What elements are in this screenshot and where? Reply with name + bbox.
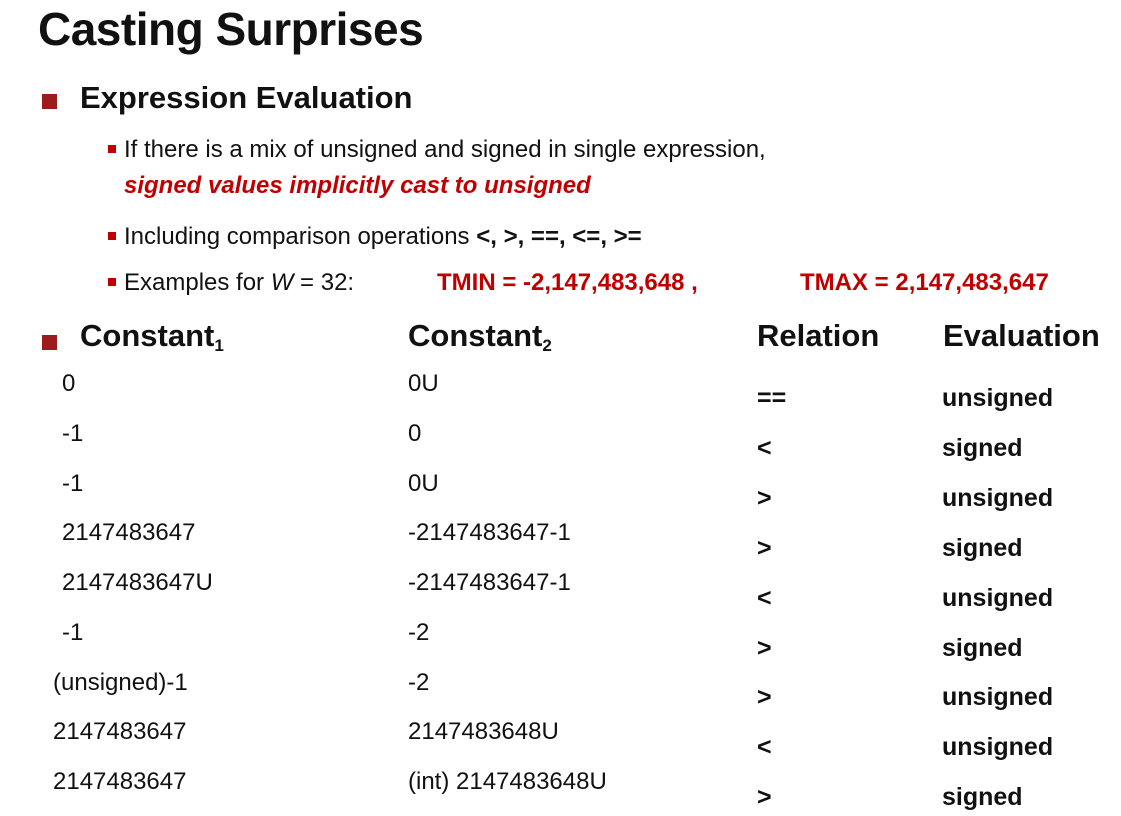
constant1-cell: 2147483647 bbox=[53, 768, 187, 795]
constant1-cell: (unsigned)-1 bbox=[53, 669, 188, 696]
header-evaluation: Evaluation bbox=[943, 318, 1100, 353]
bullet-expression-evaluation: Expression Evaluation bbox=[80, 80, 413, 115]
sub-bullet-icon bbox=[108, 145, 116, 153]
examples-var: W bbox=[270, 269, 294, 296]
evaluation-cell: unsigned bbox=[942, 384, 1054, 412]
constant2-cell: -2147483647-1 bbox=[408, 569, 571, 596]
comparison-ops: <, >, ==, <=, >= bbox=[476, 223, 642, 250]
header-constant2: Constant2 bbox=[408, 318, 552, 356]
header-constant2-label: Constant bbox=[408, 318, 543, 353]
constant1-cell: 2147483647U bbox=[62, 569, 213, 596]
constant1-cell: 0 bbox=[62, 370, 76, 397]
constant2-cell: -2 bbox=[408, 669, 430, 696]
constant2-cell: 0U bbox=[408, 470, 439, 497]
constant1-cell: -1 bbox=[62, 420, 84, 447]
comparison-prefix: Including comparison operations bbox=[124, 223, 477, 250]
relation-cell: > bbox=[757, 683, 772, 711]
constant2-cell: 2147483648U bbox=[408, 718, 559, 745]
constant1-cell: -1 bbox=[62, 470, 84, 497]
sub-bullet-icon bbox=[108, 278, 116, 286]
header-constant2-sub: 2 bbox=[542, 336, 552, 355]
evaluation-cell: signed bbox=[942, 634, 1023, 662]
examples-prefix: Examples for bbox=[124, 269, 271, 296]
relation-cell: < bbox=[757, 733, 772, 761]
header-constant1: Constant1 bbox=[80, 318, 224, 356]
sub-bullet-cast-emphasis: signed values implicitly cast to unsigne… bbox=[124, 172, 591, 199]
constant1-cell: 2147483647 bbox=[53, 718, 187, 745]
slide-title: Casting Surprises bbox=[38, 3, 424, 55]
bullet-square-icon bbox=[42, 335, 57, 350]
sub-bullet-icon bbox=[108, 232, 116, 240]
evaluation-cell: signed bbox=[942, 434, 1023, 462]
sub-bullet-comparison: Including comparison operations <, >, ==… bbox=[124, 223, 642, 251]
bullet-square-icon bbox=[42, 94, 57, 109]
constant2-cell: -2147483647-1 bbox=[408, 519, 571, 546]
relation-cell: > bbox=[757, 783, 772, 811]
constant1-cell: -1 bbox=[62, 619, 84, 646]
constant2-cell: (int) 2147483648U bbox=[408, 768, 607, 795]
constant1-cell: 2147483647 bbox=[62, 519, 196, 546]
relation-cell: > bbox=[757, 484, 772, 512]
relation-cell: > bbox=[757, 534, 772, 562]
relation-cell: < bbox=[757, 434, 772, 462]
constant2-cell: 0 bbox=[408, 420, 422, 447]
relation-cell: > bbox=[757, 634, 772, 662]
sub-bullet-mix-text: If there is a mix of unsigned and signed… bbox=[124, 136, 766, 163]
relation-cell: < bbox=[757, 584, 772, 612]
evaluation-cell: unsigned bbox=[942, 733, 1054, 761]
tmin-value: TMIN = -2,147,483,648 , bbox=[437, 269, 698, 296]
header-constant1-label: Constant bbox=[80, 318, 215, 353]
tmax-value: TMAX = 2,147,483,647 bbox=[800, 269, 1049, 296]
evaluation-cell: signed bbox=[942, 534, 1023, 562]
examples-eq: = 32: bbox=[293, 269, 355, 296]
constant2-cell: -2 bbox=[408, 619, 430, 646]
evaluation-cell: unsigned bbox=[942, 584, 1054, 612]
evaluation-cell: unsigned bbox=[942, 683, 1054, 711]
evaluation-cell: signed bbox=[942, 783, 1023, 811]
sub-bullet-examples: Examples for W = 32: bbox=[124, 269, 354, 297]
header-relation: Relation bbox=[757, 318, 880, 353]
relation-cell: == bbox=[757, 384, 787, 412]
header-constant1-sub: 1 bbox=[214, 336, 224, 355]
evaluation-cell: unsigned bbox=[942, 484, 1054, 512]
constant2-cell: 0U bbox=[408, 370, 439, 397]
